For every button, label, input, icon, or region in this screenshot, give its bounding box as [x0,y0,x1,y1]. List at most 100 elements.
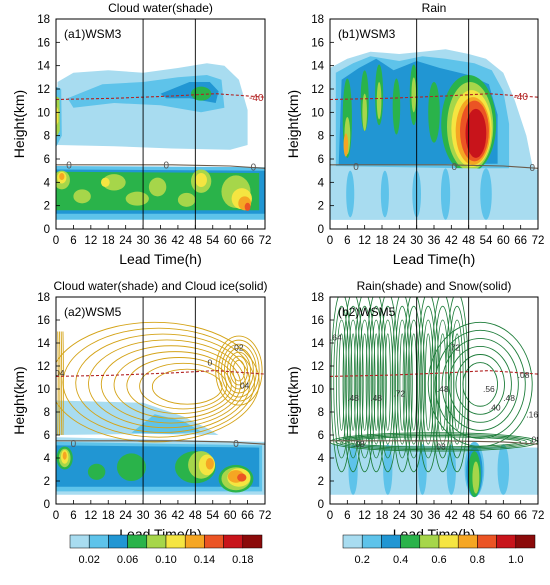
y-tick-label: 0 [318,499,324,511]
x-tick-label: 12 [84,235,97,247]
y-tick-label: 10 [311,384,324,396]
contour-label: .08 [353,439,365,449]
x-tick-label: 66 [241,510,254,522]
colorbar-swatch [108,534,128,549]
shade-edge-3 [56,105,59,127]
ice-contour-6 [126,357,232,415]
snow-contour-4-1 [382,319,394,445]
y-tick-label: 4 [318,453,325,465]
isotherm-label: 0 [353,162,359,173]
x-tick-label: 36 [154,510,167,522]
y-tick-label: 8 [318,407,324,419]
y-tick-label: 18 [37,292,50,304]
y-tick-label: 10 [37,107,50,119]
shade-lower-streak-0 [346,170,355,218]
y-tick-label: 18 [311,14,324,26]
plot-area: -40 0 0 0 [330,19,538,229]
colorbar-swatch [515,534,536,549]
x-tick-label: 48 [462,235,475,247]
isotherm-label: 0 [164,160,170,171]
x-tick-label: 0 [327,510,333,522]
y-tick-label: 16 [37,315,50,327]
isotherm-minus40 [56,370,265,377]
colorbar-label: 0.10 [155,554,176,566]
snow-contour-6-1 [407,319,420,445]
shade-lower-7 [237,473,247,482]
y-tick-label: 18 [37,14,50,26]
shade-lower-streak-4 [480,168,492,220]
colorbar-label: 1.0 [508,554,523,566]
colorbar-label: 0.18 [232,554,253,566]
contour-label: .48 [370,393,382,403]
shade-max-4 [472,461,480,494]
y-tick-label: 6 [318,430,324,442]
snow-contour-0-0 [338,333,345,431]
x-tick-label: 60 [497,510,510,522]
x-tick-label: 12 [84,510,97,522]
y-axis-label: Height(km) [11,90,27,158]
contour-label: .16 [526,409,538,419]
x-tick-label: 42 [445,235,458,247]
y-tick-label: 4 [318,177,325,189]
shade-lower-4-1 [102,174,126,191]
colorbar-swatch [361,534,382,549]
ice-contour-max-3 [223,347,254,394]
x-tick-label: 72 [532,510,545,522]
shade-level-4 [190,86,212,101]
shade-lower-5-3 [100,177,110,187]
colorbar-swatch [496,534,517,549]
shade-streak-4 [497,444,510,495]
shade-upper-2 [131,414,202,434]
snow-contour-6-3 [402,297,425,473]
y-tick-label: 10 [37,384,50,396]
ice-contour-3 [88,339,246,429]
snow-contour-1-1 [347,319,359,445]
y-axis-label: Height(km) [11,366,27,434]
colorbar-swatch [146,534,167,549]
y-axis-label: Height(km) [285,366,301,434]
shade-lower-4-2 [148,177,167,197]
colorbar-swatch [457,534,478,549]
x-tick-label: 18 [102,510,115,522]
panel-tag: (b1)WSM3 [338,27,396,41]
snow-contour-3-0 [373,333,379,431]
shade-lower-5-1 [195,173,207,187]
snow-contour-2-2 [356,305,373,459]
x-tick-label: 60 [224,235,237,247]
y-tick-label: 10 [311,107,324,119]
snow-contour-1-3 [342,297,364,473]
colorbar-label: 0.06 [117,554,138,566]
colorbar-swatch [223,534,244,549]
snow-contour-right-5 [462,362,499,407]
isotherm-label: -40 [249,93,264,104]
y-tick-label: 4 [44,453,51,465]
x-tick-label: 24 [393,235,406,247]
shade-lower-3-1 [116,453,146,482]
snow-contour-right-3 [448,345,512,423]
colorbar-swatch [242,534,263,549]
x-tick-label: 60 [224,510,237,522]
shade-lower-streak-3 [440,168,451,220]
snow-contour-5-3 [391,297,413,473]
x-tick-label: 0 [53,235,59,247]
panel-tag: (a2)WSM5 [64,305,122,319]
x-tick-label: 66 [514,235,527,247]
snow-contour-0-2 [333,305,350,459]
x-tick-label: 66 [241,235,254,247]
y-tick-label: 8 [44,131,50,143]
contour-label: .48 [437,384,449,394]
snow-contour-right-2 [441,337,519,431]
snow-contour-5-0 [399,333,405,431]
colorbar-swatch [419,534,440,549]
snow-contour-2-1 [359,319,371,445]
x-tick-label: 18 [102,235,115,247]
panel-4: .64 .48 .48 .72 .72 .48 .48 .56 .40 .08 .16 .08 .08.… [285,279,544,542]
x-tick-label: 6 [344,235,350,247]
ice-contour-2 [75,333,251,433]
x-tick-label: 30 [410,235,423,247]
y-tick-label: 0 [44,499,50,511]
